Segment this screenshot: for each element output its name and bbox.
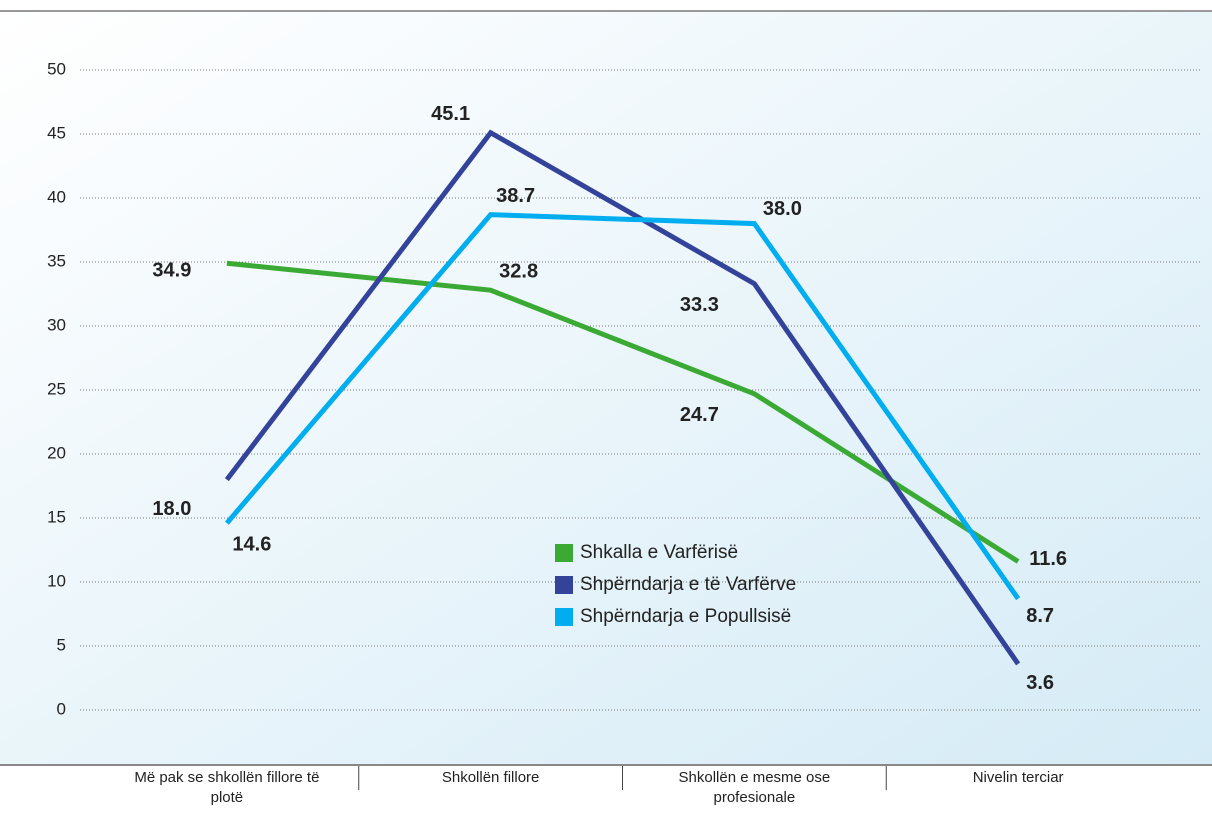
- data-label: 8.7: [1026, 605, 1054, 627]
- legend-swatch: [555, 544, 573, 562]
- x-tick-label: Nivelin terciar: [972, 769, 1064, 786]
- data-label: 34.9: [152, 260, 191, 282]
- y-tick-label: 20: [47, 443, 66, 462]
- data-label: 32.8: [499, 260, 538, 282]
- data-label: 45.1: [431, 103, 470, 125]
- data-label: 18.0: [152, 498, 191, 520]
- series-line: [224, 129, 1021, 666]
- data-label: 3.6: [1026, 672, 1054, 694]
- legend-label: Shpërndarja e Popullsisë: [580, 606, 791, 627]
- y-tick-label: 30: [47, 315, 66, 334]
- legend-swatch: [555, 608, 573, 626]
- y-tick-label: 25: [47, 379, 66, 398]
- y-tick-label: 15: [47, 507, 66, 526]
- legend-swatch: [555, 576, 573, 594]
- data-label: 24.7: [680, 404, 719, 426]
- y-tick-label: 5: [57, 635, 66, 654]
- legend-label: Shkalla e Varfërisë: [580, 542, 738, 563]
- data-label: 38.7: [496, 185, 535, 207]
- legend-label: Shpërndarja e të Varfërve: [580, 574, 796, 595]
- x-tick-label: Më pak se shkollën fillore të plotë: [134, 769, 320, 806]
- x-tick-label: Shkollën e mesme ose profesionale: [678, 769, 831, 806]
- data-label: 33.3: [680, 294, 719, 316]
- y-tick-label: 35: [47, 251, 66, 270]
- data-label: 38.0: [763, 198, 802, 220]
- series-line: [224, 212, 1021, 601]
- data-label: 11.6: [1029, 548, 1067, 570]
- plot-background: [0, 11, 1212, 765]
- data-label: 14.6: [232, 533, 271, 555]
- y-tick-label: 10: [47, 571, 66, 590]
- y-tick-label: 45: [47, 123, 66, 142]
- y-tick-label: 0: [57, 699, 66, 718]
- y-tick-label: 50: [47, 59, 66, 78]
- y-tick-label: 40: [47, 187, 66, 206]
- x-tick-label: Shkollën fillore: [441, 769, 540, 786]
